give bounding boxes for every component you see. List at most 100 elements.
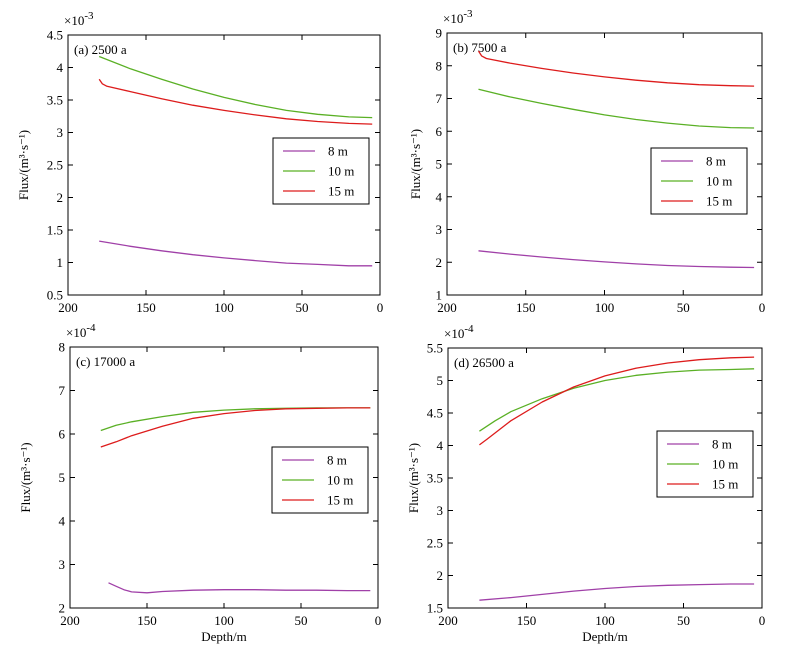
x-tick-label: 0 (375, 613, 382, 628)
series-line-10m (478, 88, 755, 129)
legend: 8 m 10 m 15 m (656, 430, 754, 498)
y-tick-label: 2.5 (47, 158, 63, 173)
exponent-base: ×10 (443, 11, 463, 26)
exponent-base: ×10 (444, 326, 464, 341)
y-tick-label: 8 (59, 340, 66, 355)
x-tick-label: 100 (595, 613, 615, 628)
series-line-15m (98, 78, 373, 125)
y-tick-label: 2 (436, 255, 443, 270)
series-line-10m (100, 407, 371, 432)
y-tick-label: 4 (437, 438, 444, 453)
y-tick-label: 6 (59, 427, 66, 442)
y-tick-label: 3.5 (427, 471, 443, 486)
chart-panel-3: 200 150 100 50 0 2 3 4 5 6 7 8×10-4 (c) 17000 a Flux/… (18, 322, 381, 644)
y-tick-label: 3 (57, 125, 64, 140)
panel-label: (d) 26500 a (454, 355, 514, 370)
x-tick-label: 50 (296, 300, 309, 315)
series-line-15m (100, 407, 371, 448)
y-tick-label: 3.5 (47, 93, 63, 108)
x-tick-label: 150 (136, 300, 156, 315)
x-tick-label: 0 (377, 300, 384, 315)
y-tick-label: 1.5 (47, 223, 63, 238)
x-tick-label: 50 (295, 613, 308, 628)
chart-panel-4: 200 150 100 50 0 1.5 2 2.5 3 3.5 4 4.5 5 5.5×10-4 (d) … (406, 323, 765, 644)
legend-entry: 15 m (706, 194, 732, 209)
y-tick-label: 2 (59, 601, 66, 616)
y-tick-label: 7 (59, 383, 66, 398)
x-tick-label: 50 (677, 613, 690, 628)
chart-panel-1: 200 150 100 50 0 0.5 1 1.5 2 2.5 3 3.5 4 4.5×10-3 (a) … (16, 10, 383, 315)
legend-entry: 8 m (712, 437, 732, 452)
legend-entry: 10 m (328, 164, 354, 179)
legend-entry: 10 m (327, 473, 353, 488)
y-tick-label: 1.5 (427, 601, 443, 616)
legend: 8 m 10 m 15 m (272, 137, 370, 205)
x-tick-label: 0 (759, 613, 766, 628)
legend-entry: 8 m (328, 144, 348, 159)
y-tick-label: 9 (436, 26, 443, 41)
y-tick-label: 4.5 (47, 28, 63, 43)
panel-label: (c) 17000 a (76, 354, 135, 369)
panel-label: (b) 7500 a (453, 40, 507, 55)
x-tick-label: 200 (438, 613, 458, 628)
y-tick-label: 1 (57, 255, 64, 270)
x-axis-label: Depth/m (201, 629, 247, 644)
y-tick-label: 2 (437, 568, 444, 583)
exponent-base: ×10 (66, 325, 86, 340)
x-tick-label: 200 (60, 613, 80, 628)
x-tick-label: 150 (516, 300, 536, 315)
legend: 8 m 10 m 15 m (650, 147, 748, 215)
legend-entry: 8 m (706, 154, 726, 169)
chart-panel-2: 200 150 100 50 0 1 2 3 4 5 6 7 8 9×10-3 (b) 7500 a Flux… (408, 8, 765, 315)
y-exponent-label: ×10-4 (444, 323, 474, 341)
x-tick-label: 50 (677, 300, 690, 315)
y-axis-label: Flux/(m³·s⁻¹) (16, 130, 31, 200)
y-tick-label: 2.5 (427, 536, 443, 551)
series-line-8m (99, 240, 373, 267)
legend: 8 m 10 m 15 m (271, 446, 369, 514)
x-tick-label: 0 (759, 300, 766, 315)
exponent-base: ×10 (64, 13, 84, 28)
y-tick-label: 4.5 (427, 406, 443, 421)
y-tick-label: 2 (57, 190, 64, 205)
legend-entry: 15 m (712, 477, 738, 492)
exponent-power: -3 (463, 8, 473, 20)
x-tick-label: 100 (214, 613, 234, 628)
y-axis-label: Flux/(m³·s⁻¹) (408, 129, 423, 199)
series-line-15m (479, 356, 755, 446)
y-tick-label: 5.5 (427, 341, 443, 356)
x-tick-label: 150 (517, 613, 537, 628)
y-tick-label: 5 (436, 157, 443, 172)
y-tick-label: 8 (436, 58, 443, 73)
y-tick-label: 6 (436, 124, 443, 139)
y-tick-label: 5 (59, 470, 66, 485)
y-exponent-label: ×10-4 (66, 322, 96, 340)
y-exponent-label: ×10-3 (443, 8, 473, 26)
legend-entry: 10 m (712, 457, 738, 472)
y-tick-label: 4 (57, 60, 64, 75)
y-axis-label: Flux/(m³·s⁻¹) (406, 443, 421, 513)
y-tick-label: 3 (436, 222, 443, 237)
y-tick-label: 3 (437, 503, 444, 518)
y-tick-label: 3 (59, 557, 66, 572)
legend-entry: 15 m (328, 184, 354, 199)
x-tick-label: 200 (58, 300, 78, 315)
x-tick-label: 100 (214, 300, 234, 315)
legend-entry: 15 m (327, 493, 353, 508)
y-tick-label: 1 (436, 288, 443, 303)
y-tick-label: 7 (436, 91, 443, 106)
legend-entry: 10 m (706, 174, 732, 189)
exponent-power: -4 (464, 323, 474, 335)
x-tick-label: 150 (137, 613, 157, 628)
series-line-8m (478, 250, 755, 269)
y-tick-label: 0.5 (47, 288, 63, 303)
series-line-10m (98, 55, 373, 119)
x-axis-label: Depth/m (582, 629, 628, 644)
series-line-15m (477, 50, 755, 87)
y-tick-label: 4 (436, 189, 443, 204)
y-exponent-label: ×10-3 (64, 10, 94, 28)
exponent-power: -4 (86, 322, 96, 334)
series-line-8m (479, 583, 755, 601)
series-line-10m (479, 368, 755, 432)
